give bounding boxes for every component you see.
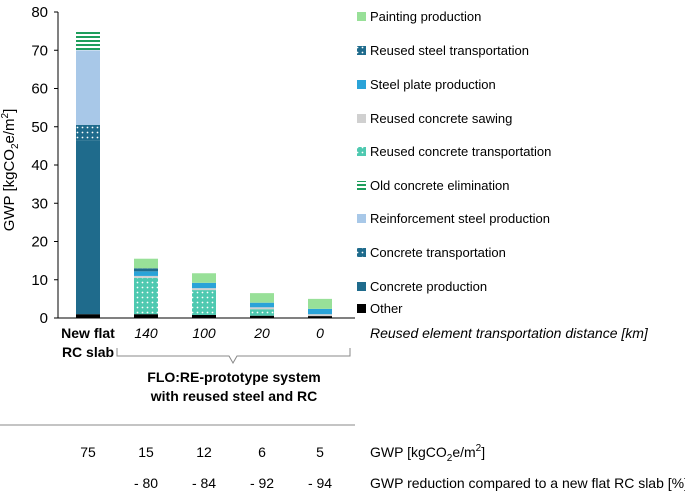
legend-label: Steel plate production [370,77,496,92]
legend-item-old-concrete-elimination: Old concrete elimination [357,178,509,193]
bar-stack-4 [308,298,332,318]
legend-swatch [357,181,366,190]
x-category-label: 140 [134,325,158,341]
x-category-label: 20 [253,325,270,341]
bar-segment-concrete-production [76,140,100,315]
group-bracket [116,348,351,365]
y-tick-label: 50 [31,119,48,136]
table-row-reduction: - 80 - 84 - 92 - 94 [134,475,332,491]
legend-label: Concrete transportation [370,245,506,260]
legend-item-other: Other [357,301,403,316]
legend-item-concrete-production: Concrete production [357,279,487,294]
table-row-gwp: 75 15 12 6 5 [80,444,324,460]
bar-segment-reused-concrete-sawing [308,314,332,317]
table-gwp-value: 6 [258,444,266,460]
legend-swatch [357,282,366,291]
bar-segment-other [250,315,274,318]
bar-segment-other [308,316,332,318]
legend-label: Reused concrete sawing [370,111,512,126]
y-tick-label: 10 [31,272,48,289]
legend-label: Old concrete elimination [370,178,509,193]
legend-label: Other [370,301,403,316]
table-reduction-value: - 84 [192,475,216,491]
legend-swatch [357,114,366,123]
legend-swatch [357,46,366,55]
table-gwp-value: 75 [80,444,96,460]
bar-segment-painting-production [250,293,274,303]
bar-stacks [76,31,332,318]
bar-segment-reused-concrete-sawing [134,275,158,278]
bar-segment-steel-plate-production [250,302,274,308]
bar-segment-other [134,314,158,318]
legend-swatch [357,248,366,257]
bar-segment-concrete-transportation [76,124,100,141]
legend-label: Reused concrete transportation [370,144,551,159]
table-row-reduction-label: GWP reduction compared to a new flat RC … [370,475,685,491]
bar-segment-painting-production [192,273,216,283]
bar-stack-0 [76,31,100,318]
group-label-line2: with reused steel and RC [150,388,317,404]
bar-stack-1 [134,258,158,318]
x-category-label: 0 [316,325,324,341]
bar-segment-steel-plate-production [308,308,332,315]
bar-segment-reused-concrete-transportation [192,290,216,315]
x-axis-categories: New flat RC slab 140 100 20 0 [61,325,324,360]
x-category-label: New flat [61,325,115,341]
y-tick-label: 30 [31,195,48,212]
table-reduction-value: - 92 [250,475,274,491]
bar-stack-3 [250,293,274,318]
table-gwp-value: 12 [196,444,212,460]
bar-segment-other [192,314,216,318]
bar-segment-reused-concrete-sawing [192,288,216,291]
table-reduction-value: - 94 [308,475,332,491]
legend-item-reused-steel-transportation: Reused steel transportation [357,43,529,58]
legend-label: Reinforcement steel production [370,211,550,226]
x-category-label: 100 [192,325,216,341]
x-axis-note: Reused element transportation distance [… [370,325,649,341]
bar-segment-painting-production [134,258,158,269]
legend-label: Reused steel transportation [370,43,529,58]
bar-segment-steel-plate-production [134,271,158,276]
y-axis-ticks: 0 10 20 30 40 50 60 70 80 [31,4,58,327]
legend-item-reused-concrete-sawing: Reused concrete sawing [357,111,512,126]
y-tick-label: 80 [31,4,48,21]
legend-swatch [357,80,366,89]
bar-segment-reused-concrete-transportation [134,277,158,315]
y-tick-label: 70 [31,42,48,59]
bar-segment-reinforcement-steel-production [76,50,100,125]
legend-item-concrete-transportation: Concrete transportation [357,245,506,260]
table-gwp-value: 15 [138,444,154,460]
legend-label: Concrete production [370,279,487,294]
legend-label: Painting production [370,9,481,24]
legend-item-reused-concrete-transportation: Reused concrete transportation [357,144,551,159]
legend-swatch [357,214,366,223]
table-row-gwp-label: GWP [kgCO2e/m2] [370,443,485,464]
y-tick-label: 0 [40,310,48,327]
bar-segment-painting-production [308,298,332,309]
y-tick-label: 40 [31,157,48,174]
bar-stack-2 [192,273,216,318]
legend-swatch [357,304,366,313]
y-axis-label: GWP [kgCO2e/m2] [0,109,21,232]
table-gwp-value: 5 [316,444,324,460]
y-tick-label: 20 [31,234,48,251]
bar-segment-other [76,314,100,318]
bar-segment-reused-concrete-sawing [250,307,274,310]
legend-item-painting-production: Painting production [357,9,481,24]
table-reduction-value: - 80 [134,475,158,491]
y-tick-label: 60 [31,81,48,98]
legend: Painting production Reused steel transpor… [357,9,551,316]
legend-item-reinforcement-steel-production: Reinforcement steel production [357,211,550,226]
legend-swatch [357,12,366,21]
bar-segment-steel-plate-production [192,282,216,289]
legend-swatch [357,147,366,156]
x-category-label-line2: RC slab [62,344,114,360]
bar-segment-reused-steel-transportation [134,268,158,272]
group-label-line1: FLO:RE-prototype system [147,369,320,385]
bar-segment-reused-concrete-transportation [250,309,274,316]
legend-item-steel-plate-production: Steel plate production [357,77,496,92]
bar-segment-old-concrete-elimination [76,31,100,51]
